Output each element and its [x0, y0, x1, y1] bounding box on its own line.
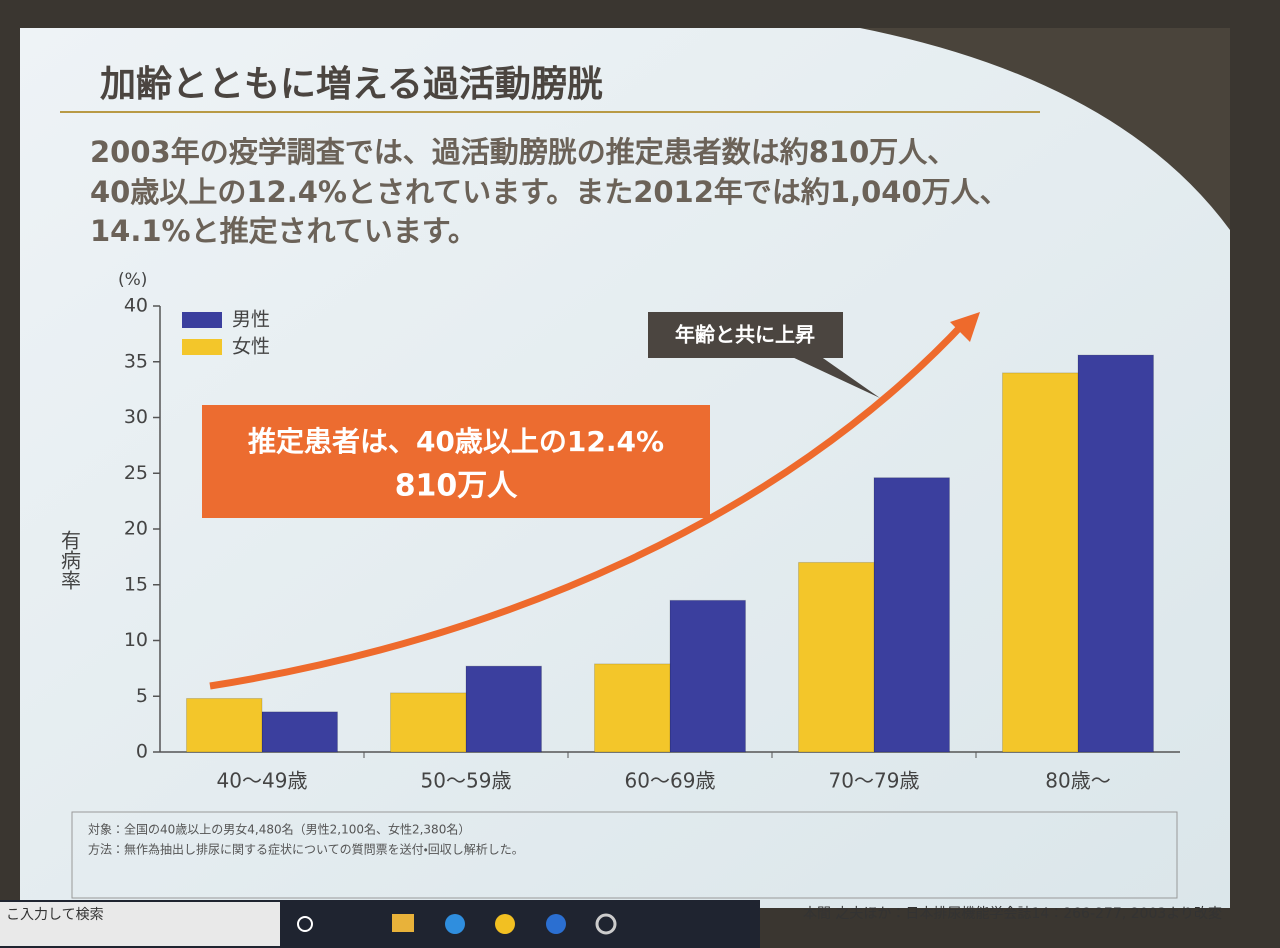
- bar: [1077, 354, 1154, 753]
- trend-arrow: [209, 319, 968, 690]
- note: 方法：無作為抽出し排尿に関する症状についての質問票を送付・回収し解析した。: [88, 842, 524, 857]
- y-tick-label: 35: [124, 350, 148, 372]
- subtitle-line: 2003年の疫学調査では、過活動膀胱の推定患者数は約810万人、: [90, 135, 956, 169]
- legend-swatch: [182, 339, 222, 355]
- bar: [669, 599, 746, 753]
- x-tick-label: 60〜69歳: [625, 769, 716, 793]
- y-tick-label: 25: [124, 462, 148, 484]
- y-unit: (%): [118, 270, 147, 290]
- title: 加齢とともに増える過活動膀胱: [100, 64, 603, 105]
- y-axis-label: 有病率: [58, 530, 82, 590]
- taskbar-search[interactable]: [0, 902, 280, 946]
- callout-line: 810万人: [395, 469, 519, 504]
- bar: [873, 477, 950, 753]
- annotation-pointer: [790, 356, 880, 398]
- taskbar-icon[interactable]: [595, 913, 617, 935]
- annotation-box: [648, 312, 843, 358]
- y-tick-label: 15: [124, 573, 148, 595]
- bar: [465, 665, 542, 753]
- y-tick-label: 5: [136, 685, 148, 707]
- subtitle-line: 14.1%と推定されています。: [90, 214, 477, 248]
- taskbar-icon[interactable]: [495, 914, 515, 934]
- callout-box: [202, 405, 710, 518]
- y-tick-label: 40: [124, 295, 148, 317]
- bar: [186, 697, 263, 753]
- taskbar-icon[interactable]: [546, 914, 566, 934]
- bar: [798, 561, 875, 753]
- y-tick-label: 10: [124, 629, 148, 651]
- x-tick-label: 80歳〜: [1045, 769, 1110, 793]
- y-tick-label: 30: [124, 406, 148, 428]
- y-tick-label: 0: [136, 741, 148, 763]
- subtitle-line: 40歳以上の12.4%とされています。また2012年では約1,040万人、: [90, 175, 1009, 209]
- callout-line: 推定患者は、40歳以上の12.4%: [248, 425, 664, 458]
- y-tick-label: 20: [124, 518, 148, 540]
- note: 対象：全国の40歳以上の男女4,480名（男性2,100名、女性2,380名）: [88, 822, 470, 837]
- taskbar-icon[interactable]: [445, 914, 465, 934]
- legend-label: 男性: [232, 309, 270, 331]
- trend-arrow-head: [950, 312, 980, 342]
- x-tick-label: 40〜49歳: [217, 769, 308, 793]
- taskbar-icon[interactable]: [392, 914, 414, 932]
- notes-box: [71, 811, 1178, 899]
- x-tick-label: 70〜79歳: [829, 769, 920, 793]
- bar: [1002, 372, 1079, 753]
- annotation: 年齢と共に上昇: [675, 323, 815, 347]
- source: 本間 之夫ほか：日本排尿機能学会誌14：266-277, 2003より改変: [803, 906, 1222, 922]
- bar: [594, 663, 671, 753]
- taskbar-search-text: こ入力して検索: [6, 906, 104, 923]
- legend-label: 女性: [232, 336, 270, 358]
- x-tick-label: 50〜59歳: [421, 769, 512, 793]
- bar: [261, 711, 338, 753]
- taskbar-icon[interactable]: [297, 916, 313, 932]
- legend-swatch: [182, 312, 222, 328]
- slide-corner: [860, 28, 1230, 230]
- bar: [390, 692, 467, 753]
